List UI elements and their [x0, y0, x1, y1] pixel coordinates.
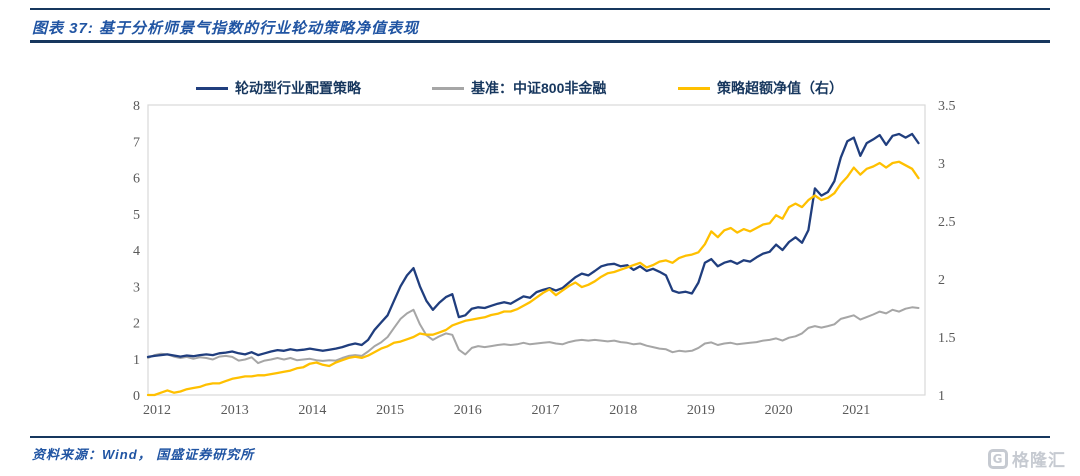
legend-swatch-benchmark	[432, 86, 464, 90]
svg-text:2.5: 2.5	[938, 215, 956, 230]
watermark: G 格隆汇	[988, 446, 1066, 471]
figure-title: 图表 37: 基于分析师景气指数的行业轮动策略净值表现	[32, 20, 420, 37]
svg-text:2021: 2021	[842, 403, 870, 418]
legend-label-benchmark: 基准：中证800非金融	[471, 80, 607, 96]
footer-divider	[30, 436, 1050, 438]
svg-text:2017: 2017	[532, 403, 560, 418]
line-chart: 轮动型行业配置策略 基准：中证800非金融 策略超额净值（右） 0 1 2 3 4 5 6 7…	[0, 52, 1080, 427]
svg-text:2: 2	[133, 317, 140, 332]
svg-text:1: 1	[133, 353, 140, 368]
legend-item-benchmark: 基准：中证800非金融	[432, 78, 606, 98]
watermark-text: 格隆汇	[1012, 451, 1066, 470]
left-axis-tick-labels: 0 1 2 3 4 5 6 7 8	[133, 99, 140, 404]
top-divider	[30, 8, 1050, 10]
svg-text:8: 8	[133, 99, 140, 114]
svg-text:3: 3	[938, 157, 945, 172]
series-line-2	[146, 160, 920, 397]
source-note: 资料来源：Wind， 国盛证券研究所	[32, 447, 255, 462]
svg-text:5: 5	[133, 208, 140, 223]
svg-text:2: 2	[938, 273, 945, 288]
svg-text:2020: 2020	[765, 403, 793, 418]
svg-text:3.5: 3.5	[938, 99, 956, 114]
svg-text:2013: 2013	[221, 403, 249, 418]
x-axis-tick-labels: 2012 2013 2014 2015 2016 2017 2018 2019 2020 2021	[143, 403, 870, 418]
series-line-0	[146, 132, 920, 359]
svg-text:0: 0	[133, 389, 140, 404]
svg-text:1: 1	[938, 389, 945, 404]
svg-text:2012: 2012	[143, 403, 171, 418]
svg-text:7: 7	[133, 135, 140, 150]
series-line-1	[147, 306, 920, 365]
legend-item-excess: 策略超额净值（右）	[678, 78, 843, 98]
svg-text:6: 6	[133, 172, 140, 187]
svg-text:1.5: 1.5	[938, 331, 956, 346]
svg-text:2015: 2015	[376, 403, 404, 418]
legend-swatch-excess	[678, 86, 710, 90]
plot-area-border	[147, 104, 926, 396]
title-divider	[30, 40, 1050, 43]
svg-text:2016: 2016	[454, 403, 482, 418]
right-axis-tick-labels: 1 1.5 2 2.5 3 3.5	[938, 99, 956, 404]
data-series-lines	[146, 132, 920, 397]
svg-text:3: 3	[133, 280, 140, 295]
svg-text:2019: 2019	[687, 403, 715, 418]
svg-text:2018: 2018	[609, 403, 637, 418]
legend-label-excess: 策略超额净值（右）	[717, 80, 843, 96]
svg-text:4: 4	[133, 244, 140, 259]
legend-item-strategy: 轮动型行业配置策略	[196, 78, 361, 98]
svg-text:2014: 2014	[298, 403, 326, 418]
gelonghui-logo-icon: G	[988, 448, 1008, 469]
legend-swatch-strategy	[196, 86, 228, 90]
legend-label-strategy: 轮动型行业配置策略	[235, 80, 361, 96]
